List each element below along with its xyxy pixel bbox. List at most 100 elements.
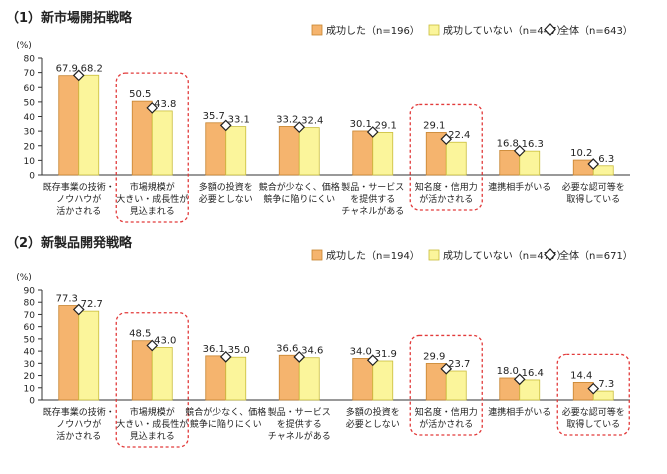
y-tick-label: 10 (24, 157, 36, 167)
y-tick-label: 40 (24, 348, 36, 358)
data-label: 33.2 (276, 114, 298, 125)
data-label: 22.4 (448, 130, 470, 141)
y-tick-label: 70 (24, 311, 36, 321)
category-label: 製品・サービス (268, 406, 331, 418)
y-tick-label: 10 (24, 384, 36, 394)
data-label: 68.2 (81, 63, 103, 74)
panel-title: （1）新市場開拓戦略 (6, 10, 133, 26)
bar-failure (151, 347, 173, 401)
overall-marker (219, 351, 232, 363)
bar-success (352, 130, 374, 176)
data-label: 43.8 (154, 99, 176, 110)
bar-failure (78, 310, 100, 401)
overall-marker (219, 119, 232, 132)
bar-failure (78, 74, 100, 176)
data-label: 30.1 (350, 119, 372, 130)
category-label: 必要としない (346, 418, 400, 430)
y-tick-label: 70 (24, 69, 36, 79)
category-label: 知名度・信用力 (415, 181, 478, 193)
data-label: 43.0 (154, 335, 176, 346)
data-label: 10.2 (570, 148, 592, 159)
highlight-frame (115, 72, 189, 223)
overall-marker (513, 145, 526, 157)
bar-success (205, 122, 227, 176)
category-label: チャネルがある (341, 205, 404, 217)
legend-label: 全体（n=643） (559, 24, 633, 37)
data-label: 34.6 (301, 346, 323, 357)
data-label: 50.5 (129, 89, 151, 100)
data-label: 16.4 (522, 368, 544, 379)
bar-success (58, 305, 80, 401)
y-tick-label: 60 (24, 84, 36, 94)
category-label: 取得している (566, 193, 620, 205)
overall-marker (366, 354, 379, 367)
y-tick-label: 20 (24, 372, 36, 382)
data-label: 48.5 (129, 329, 151, 340)
data-label: 16.8 (497, 138, 519, 149)
data-label: 16.3 (522, 139, 544, 150)
data-label: 77.3 (56, 294, 78, 305)
legend-marker-overall (544, 23, 556, 36)
legend-swatch-success (311, 24, 323, 36)
data-label: 29.1 (375, 120, 397, 131)
bar-success (499, 150, 521, 176)
category-label: を提供する (350, 193, 395, 205)
overall-marker (293, 351, 306, 363)
y-tick-label: 60 (24, 323, 36, 333)
bar-success (278, 126, 300, 176)
category-label: が活かされる (419, 418, 473, 430)
bar-success (278, 354, 300, 401)
category-label: 活かされる (56, 430, 101, 442)
category-label: 競合が少なく、価格 (185, 406, 266, 418)
data-label: 14.4 (570, 370, 592, 381)
y-tick-label: 90 (24, 287, 36, 297)
category-label: 既存事業の技術・ (43, 406, 115, 418)
data-label: 29.1 (423, 120, 445, 131)
data-label: 33.1 (228, 115, 250, 126)
category-label: 競争に陥りにくい (190, 418, 262, 430)
data-label: 32.4 (301, 116, 323, 127)
category-label: 連携相手がいる (488, 406, 551, 418)
category-label: 市場規模が (130, 181, 175, 193)
y-axis-label: (%) (16, 41, 32, 51)
bar-success (58, 75, 80, 176)
legend-swatch-success (311, 249, 323, 261)
category-label: 連携相手がいる (488, 181, 551, 193)
highlight-frame (115, 312, 189, 448)
overall-marker (587, 382, 600, 395)
bar-failure (592, 390, 614, 401)
data-label: 36.1 (203, 344, 225, 355)
data-label: 36.6 (276, 343, 298, 354)
legend-label: 成功した（n=196） (326, 25, 420, 37)
y-tick-label: 40 (24, 113, 36, 123)
y-tick-label: 50 (24, 98, 36, 108)
bar-success (131, 340, 153, 401)
category-label: 競争に陥りにくい (263, 193, 335, 205)
y-tick-label: 0 (29, 397, 35, 407)
category-label: 多額の投資を (346, 406, 400, 418)
bar-failure (445, 141, 467, 176)
bar-failure (225, 356, 247, 401)
y-tick-label: 30 (24, 360, 36, 370)
data-label: 72.7 (81, 299, 103, 310)
overall-marker (440, 133, 453, 146)
data-label: 34.0 (350, 346, 372, 357)
data-label: 35.7 (203, 111, 225, 122)
legend-label: 成功していない（n=447） (443, 25, 567, 37)
overall-marker (146, 102, 159, 114)
bar-failure (298, 127, 320, 176)
category-label: 活かされる (56, 205, 101, 217)
legend-marker-overall (544, 248, 556, 261)
highlight-frame (409, 334, 483, 436)
category-label: 製品・サービス (341, 181, 404, 193)
bar-success (205, 355, 227, 401)
y-tick-label: 50 (24, 335, 36, 345)
highlight-frame (409, 103, 483, 211)
legend-swatch-failure (428, 24, 440, 36)
bar-failure (151, 110, 173, 176)
legend-label: 全体（n=671） (559, 249, 633, 262)
category-label: 見込まれる (130, 431, 175, 442)
bar-failure (519, 150, 541, 176)
category-label: 必要な認可等を (562, 406, 625, 418)
